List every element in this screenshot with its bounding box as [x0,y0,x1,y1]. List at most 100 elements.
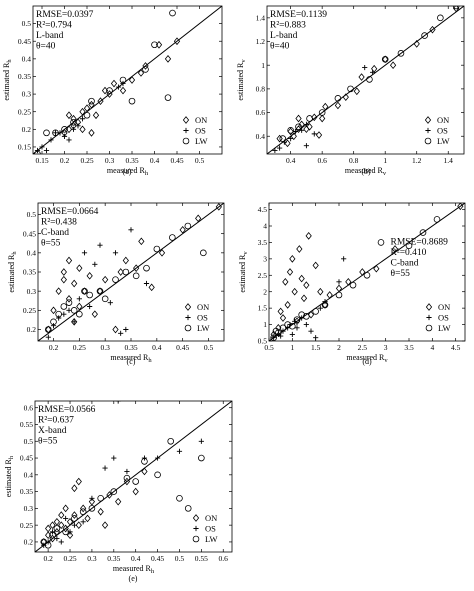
y-tick-label: 1.4 [256,13,266,22]
marker-lw [60,303,68,310]
marker-on [79,125,86,134]
marker-lw [132,478,139,485]
y-tick-label: 3 [263,254,267,263]
marker-on [276,134,283,143]
marker-on [184,303,192,311]
marker-lw [279,135,287,142]
x-tick-label: 0.45 [151,554,164,563]
x-tick-label: 0.45 [170,156,183,165]
marker-on [106,491,113,499]
stat-text: RMSE=0.1139 [270,10,327,20]
y-tick-label: 0.35 [23,268,36,277]
marker-on [284,301,291,309]
marker-on [58,511,65,519]
x-tick-label: 0.3 [105,156,115,165]
marker-lw [97,495,104,502]
marker-os [43,147,50,154]
marker-lw [153,245,161,253]
marker-lw [88,97,95,105]
scatter-panel-e: 0.2 0.25 0.3 0.35 0.4 0.45 0.5 0.55 0.6 0.2 0.25 0.… [4,400,233,583]
marker-os [52,130,59,136]
marker-os [369,69,376,75]
y-tick-label: 0.2 [22,125,32,134]
marker-os [426,314,432,321]
legend-label: ON [205,513,217,523]
marker-on [80,504,87,513]
marker-on [429,25,436,34]
marker-on [290,132,297,141]
marker-lw [200,249,207,257]
marker-os [75,123,81,129]
marker-on [311,113,318,122]
x-tick-label: 0.3 [100,343,110,352]
marker-lw [141,458,148,465]
marker-on [413,40,420,48]
marker-on [71,317,78,326]
marker-lw [83,111,91,119]
marker-lw [132,272,140,280]
marker-lw [405,242,413,250]
marker-on [179,225,186,234]
x-tick-label: 0.25 [80,156,93,165]
y-tick-label: 4.5 [258,205,268,214]
marker-on [303,281,310,289]
marker-lw [164,94,172,101]
y-tick-label: 0.45 [18,37,31,46]
marker-on [389,61,397,70]
marker-lw [123,474,131,482]
stat-text: RMSE=0.8689 [391,237,449,247]
marker-lw [119,76,127,84]
stat-text: C-band [391,258,419,268]
marker-lw [363,271,371,279]
marker-on [122,256,129,265]
x-axis-label: measured Rv [345,166,387,177]
y-tick-label: 1.5 [258,304,268,313]
marker-os [112,250,119,256]
x-tick-label: 0.55 [195,554,208,563]
marker-lw [71,515,78,522]
marker-lw [49,531,56,539]
marker-on [71,279,78,288]
marker-on [359,268,366,276]
marker-os [66,307,72,313]
y-tick-label: 0.6 [24,403,34,412]
marker-on [284,139,291,148]
marker-os [115,84,122,90]
plot-frame [32,5,223,155]
marker-os [45,334,51,340]
marker-on [53,517,61,526]
marker-lw [169,9,176,17]
marker-on [307,310,315,319]
marker-lw [366,76,373,83]
scatter-panel-b: 0.4 0.6 0.8 1 1.2 1.4 0.4 0.6 0.8 1 1.2 1.4 RMSE=0.1… [236,5,465,177]
marker-on [287,127,294,136]
marker-on [173,37,181,46]
marker-on [76,302,83,311]
marker-os [58,539,64,545]
marker-os [123,326,129,333]
marker-os [120,80,126,87]
marker-os [176,448,183,454]
marker-on [133,264,140,273]
marker-lw [306,115,313,122]
y-tick-label: 0.45 [23,229,36,238]
x-tick-label: 1.5 [311,343,321,352]
marker-on [132,487,139,496]
marker-on [315,131,323,139]
marker-lw [101,295,109,303]
marker-on [88,497,96,506]
marker-os [61,133,68,139]
marker-os [288,136,294,142]
marker-lw [334,95,342,102]
marker-lw [424,137,432,145]
data-points [45,203,222,340]
data-points [40,401,205,549]
marker-lw [34,150,41,154]
panel-caption: (e) [129,574,138,583]
marker-lw [381,55,389,63]
x-tick-label: 3.5 [404,343,414,352]
marker-on [293,317,301,326]
marker-on [424,116,432,124]
marker-lw [62,528,69,536]
marker-os [303,143,309,149]
